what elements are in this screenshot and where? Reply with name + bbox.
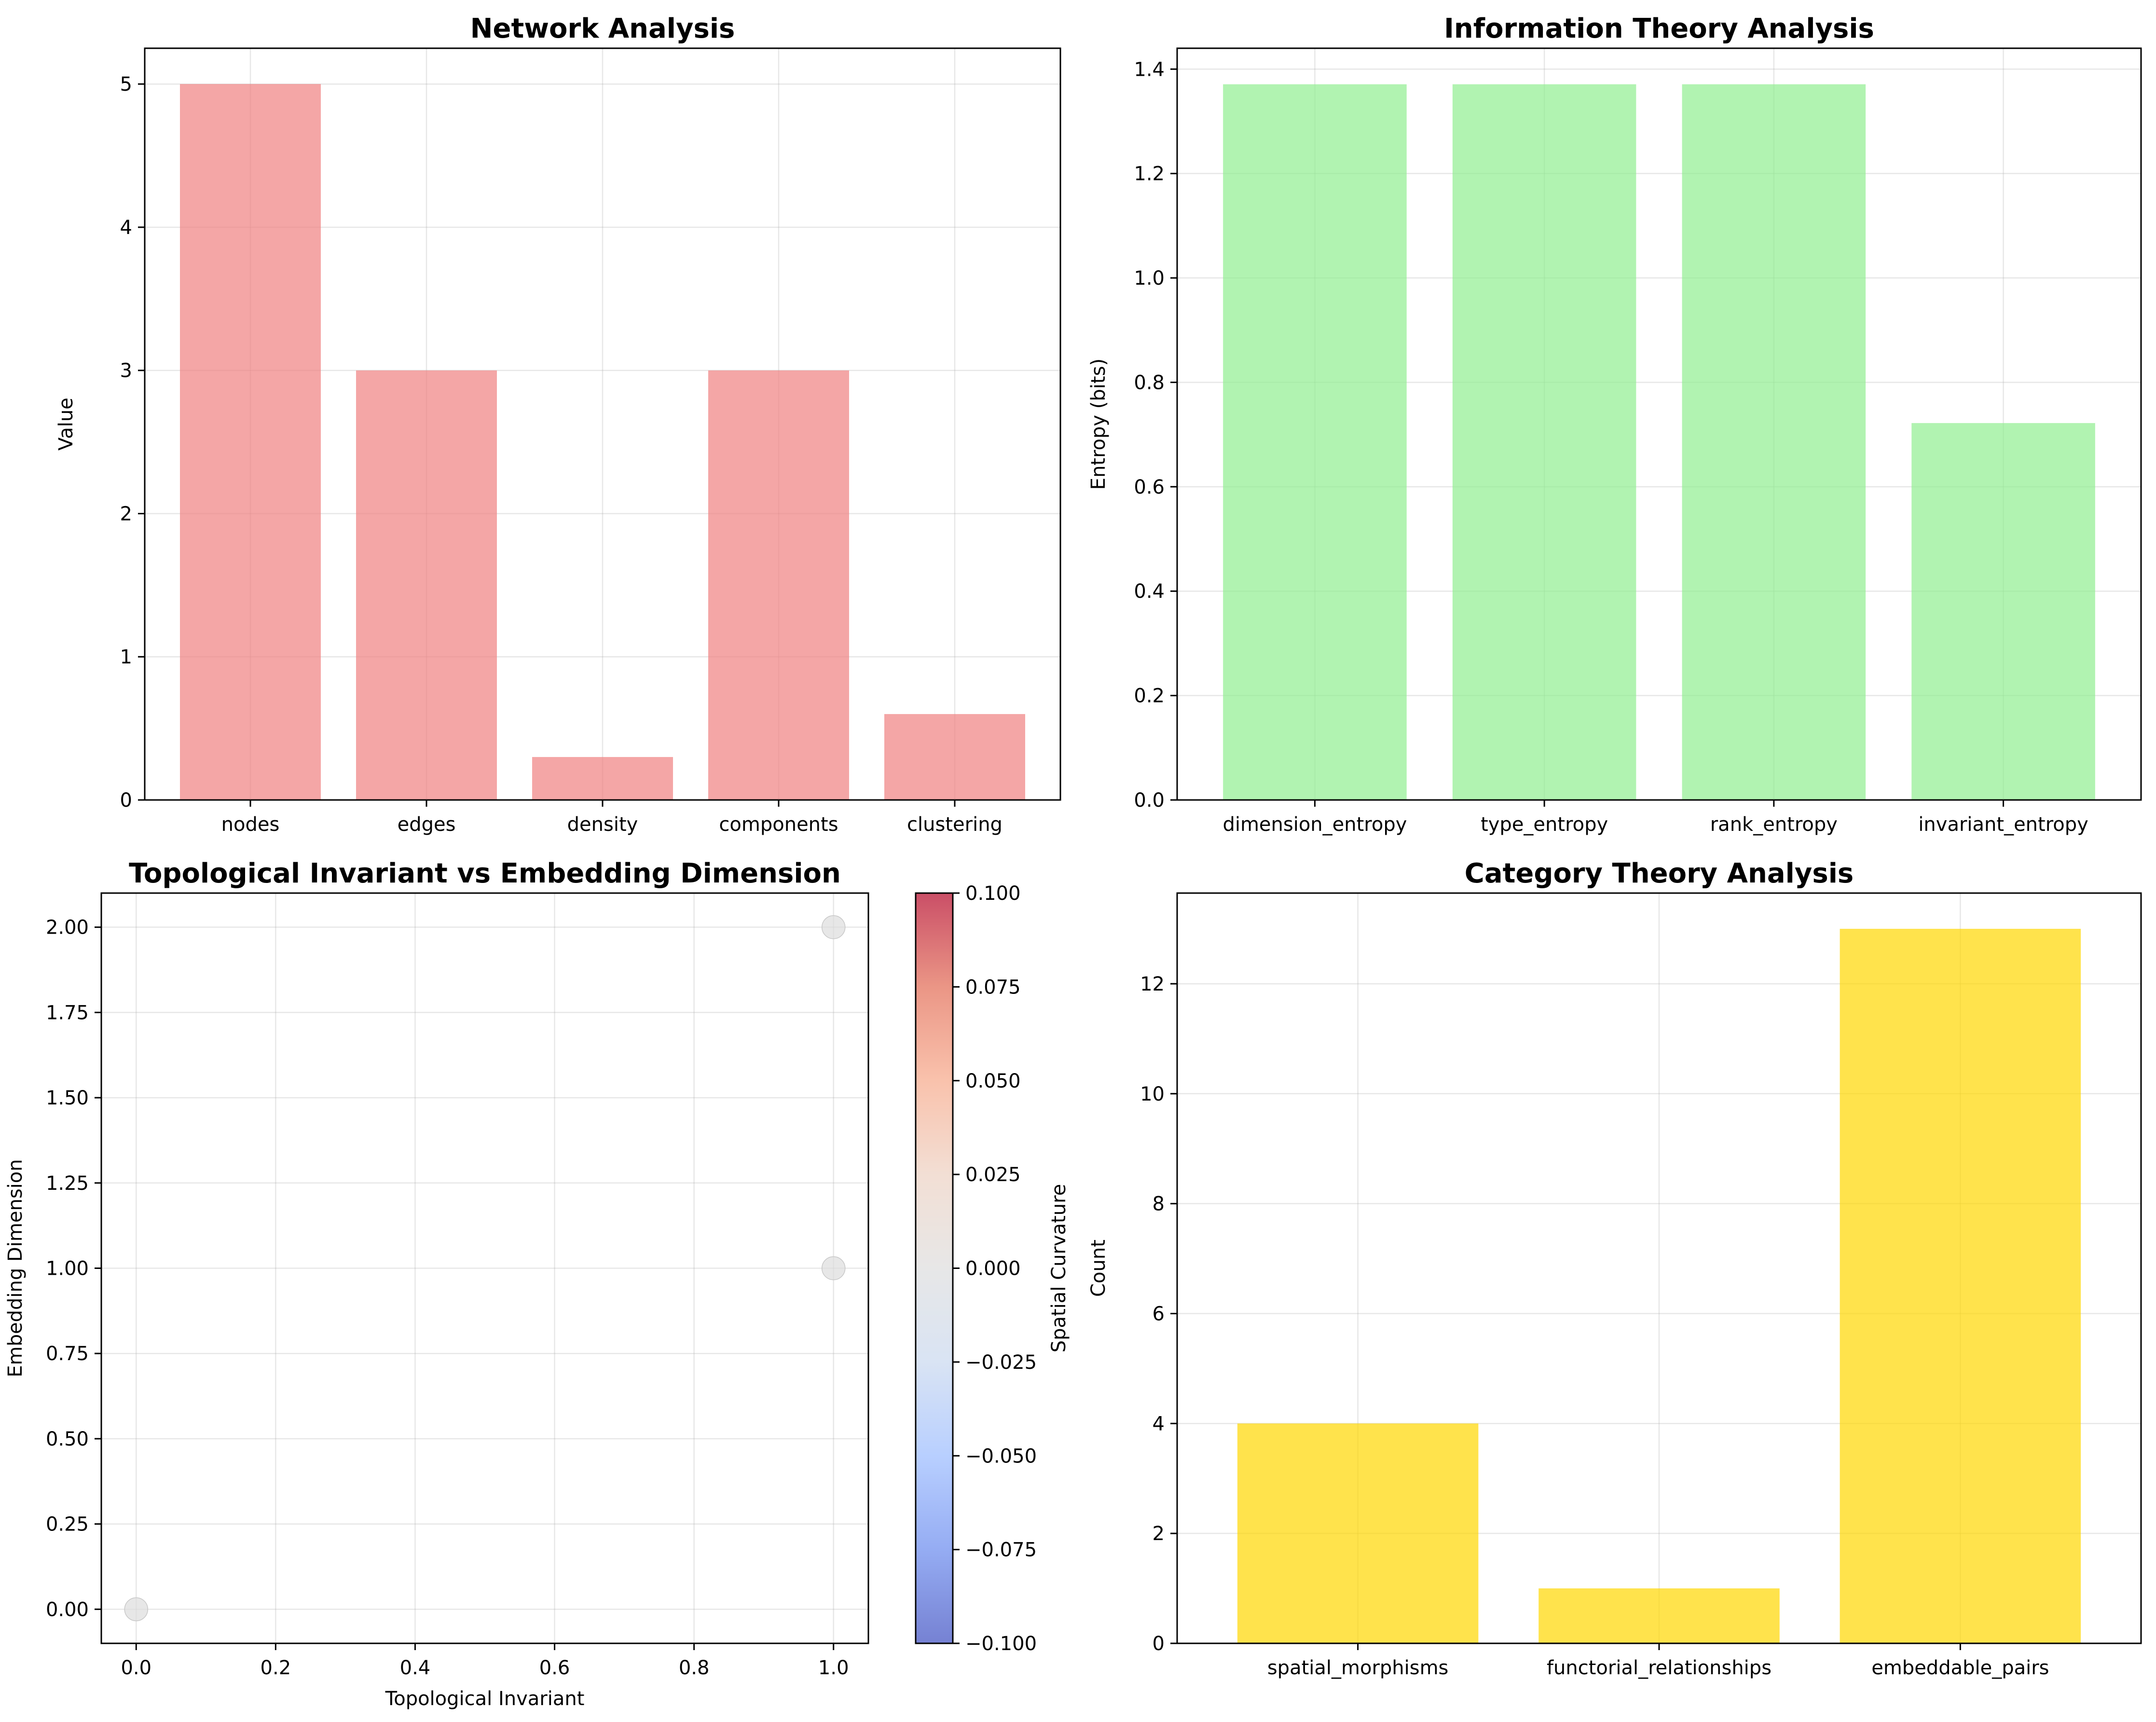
colorbar-label: Spatial Curvature — [1048, 1184, 1070, 1353]
bar-density — [532, 757, 673, 800]
x-tick-label: 1.0 — [818, 1657, 849, 1679]
x-tick-label-density: density — [567, 813, 638, 836]
scatter-point — [821, 915, 846, 939]
y-tick-label: 4 — [1153, 1413, 1165, 1435]
spatial-curvature-colorbar: −0.100 −0.075 −0.050 −0.025 0.000 0.025 0.050 0… — [915, 882, 1070, 1655]
y-axis-label: Value — [55, 398, 77, 451]
colorbar-tick-label: 0.000 — [965, 1258, 1021, 1280]
y-tick-label: 0.00 — [46, 1598, 89, 1621]
y-tick-label: 10 — [1140, 1083, 1165, 1105]
network-analysis-chart: 0 1 2 3 4 5 nodes edges density components cluster… — [55, 13, 1061, 836]
y-tick-label: 2 — [1153, 1523, 1165, 1545]
y-tick-label: 6 — [1153, 1303, 1165, 1325]
x-tick-label: 0.2 — [261, 1657, 291, 1679]
colorbar-tick-label: 0.075 — [965, 976, 1021, 998]
x-tick-label-embeddable-pairs: embeddable_pairs — [1871, 1657, 2049, 1679]
y-tick-label: 0 — [120, 789, 132, 812]
x-tick-label-type-entropy: type_entropy — [1481, 813, 1608, 836]
bar-rank-entropy — [1682, 84, 1866, 800]
axes-frame — [100, 892, 869, 1644]
y-axis-label: Count — [1087, 1240, 1110, 1297]
x-tick-label: 0.4 — [400, 1657, 431, 1679]
y-tick-label: 2 — [120, 503, 132, 525]
x-tick-label-functorial-relationships: functorial_relationships — [1547, 1657, 1771, 1679]
colorbar-tick-label: 0.050 — [965, 1070, 1021, 1092]
y-tick-label: 0.0 — [1134, 789, 1165, 812]
y-tick-label: 0.6 — [1134, 476, 1165, 498]
bar-edges — [356, 370, 497, 800]
x-tick-label-spatial-morphisms: spatial_morphisms — [1267, 1657, 1449, 1679]
y-tick-label: 5 — [120, 73, 132, 96]
y-tick-label: 1.00 — [46, 1258, 89, 1280]
bar-components — [708, 370, 849, 800]
colorbar-tick-label: −0.100 — [965, 1633, 1037, 1655]
y-tick-label: 0.8 — [1134, 372, 1165, 394]
x-tick-label-rank-entropy: rank_entropy — [1710, 813, 1838, 836]
colorbar-gradient — [916, 893, 953, 1643]
y-tick-label: 0.50 — [46, 1428, 89, 1450]
chart-title: Information Theory Analysis — [1444, 13, 1874, 44]
bar-clustering — [884, 714, 1025, 800]
x-tick-label-clustering: clustering — [907, 813, 1002, 836]
x-axis-label: Topological Invariant — [385, 1688, 585, 1710]
y-tick-label: 0.2 — [1134, 685, 1165, 707]
topological-scatter-chart: 0.0 0.2 0.4 0.6 0.8 1.0 0.00 0.25 0.50 0.75 1.00 1.… — [4, 858, 869, 1710]
y-axis-label: Entropy (bits) — [1087, 358, 1110, 490]
bar-functorial-relationships — [1538, 1588, 1780, 1643]
axes-frame — [144, 47, 1061, 801]
category-theory-chart: 0 2 4 6 8 10 12 spatial_morphisms functorial_rel… — [1087, 858, 2142, 1679]
x-tick-label-nodes: nodes — [221, 813, 280, 836]
axes-frame — [1176, 47, 2142, 801]
y-tick-label: 1.2 — [1134, 163, 1165, 185]
scatter-point — [821, 1256, 846, 1281]
y-tick-label: 0.75 — [46, 1343, 89, 1365]
x-tick-label-dimension-entropy: dimension_entropy — [1222, 813, 1407, 836]
bar-type-entropy — [1452, 84, 1636, 800]
information-theory-chart: 0.0 0.2 0.4 0.6 0.8 1.0 1.2 1.4 dimension_entrop… — [1087, 13, 2142, 836]
bar-embeddable-pairs — [1840, 929, 2081, 1643]
x-tick-label: 0.8 — [679, 1657, 710, 1679]
x-tick-label-components: components — [719, 813, 838, 836]
y-tick-label: 0.25 — [46, 1514, 89, 1536]
x-tick-label: 0.0 — [121, 1657, 151, 1679]
bar-spatial-morphisms — [1237, 1423, 1479, 1643]
colorbar-tick-label: −0.050 — [965, 1445, 1037, 1467]
y-tick-label: 4 — [120, 217, 132, 239]
y-tick-label: 2.00 — [46, 917, 89, 939]
chart-title: Category Theory Analysis — [1465, 858, 1854, 889]
y-tick-label: 0 — [1153, 1633, 1165, 1655]
y-tick-label: 1.0 — [1134, 267, 1165, 289]
chart-title: Network Analysis — [470, 13, 735, 44]
x-tick-label-edges: edges — [398, 813, 456, 836]
bar-nodes — [180, 84, 321, 800]
y-tick-label: 1.4 — [1134, 58, 1165, 81]
colorbar-tick-label: −0.075 — [965, 1539, 1037, 1561]
bar-invariant-entropy — [1911, 423, 2095, 800]
x-tick-label-invariant-entropy: invariant_entropy — [1918, 813, 2088, 836]
x-tick-label: 0.6 — [539, 1657, 570, 1679]
scatter-point — [124, 1597, 149, 1622]
y-axis-label: Embedding Dimension — [4, 1159, 27, 1377]
y-tick-label: 1.25 — [46, 1172, 89, 1195]
bar-dimension-entropy — [1223, 84, 1407, 800]
y-tick-label: 1.75 — [46, 1002, 89, 1024]
y-tick-label: 0.4 — [1134, 580, 1165, 603]
chart-title: Topological Invariant vs Embedding Dimen… — [129, 858, 841, 889]
y-tick-label: 1 — [120, 646, 132, 668]
y-tick-label: 8 — [1153, 1193, 1165, 1215]
y-tick-label: 3 — [120, 360, 132, 382]
colorbar-tick-label: 0.100 — [965, 882, 1021, 905]
y-tick-label: 1.50 — [46, 1087, 89, 1109]
axes-frame — [1176, 892, 2142, 1644]
colorbar-tick-label: −0.025 — [965, 1351, 1037, 1374]
y-tick-label: 12 — [1140, 973, 1165, 995]
colorbar-tick-label: 0.025 — [965, 1164, 1021, 1186]
